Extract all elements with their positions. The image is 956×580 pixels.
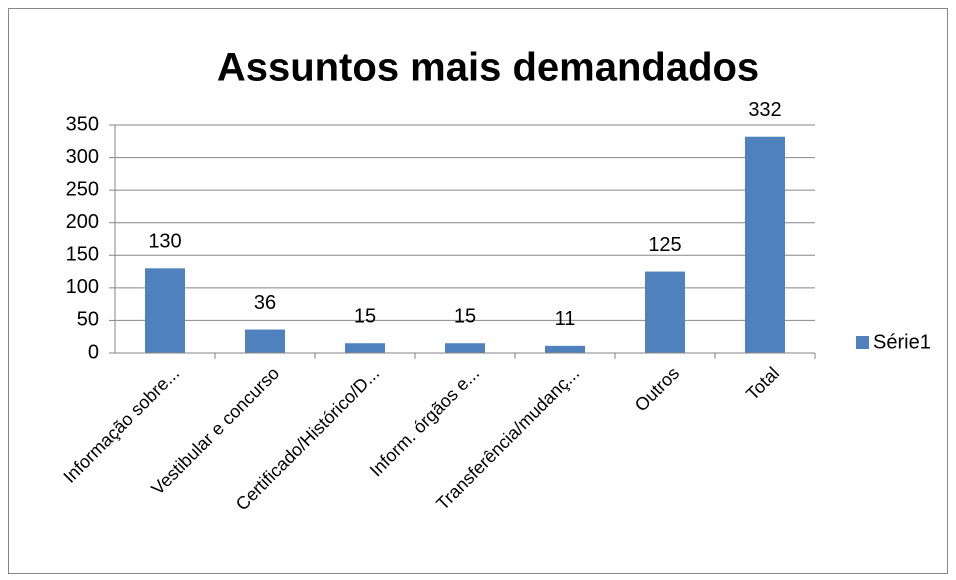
y-tick-label: 50 — [77, 309, 99, 331]
legend-swatch — [856, 336, 869, 349]
bar — [745, 136, 785, 353]
bar — [245, 329, 285, 353]
y-tick-label: 150 — [66, 244, 99, 266]
y-tick-label: 300 — [66, 146, 99, 168]
y-tick-label: 200 — [66, 211, 99, 233]
data-label: 36 — [254, 292, 276, 314]
legend-label: Série1 — [873, 331, 931, 353]
chart-title: Assuntos mais demandados — [217, 46, 759, 90]
y-tick-label: 250 — [66, 178, 99, 200]
data-label: 130 — [148, 231, 181, 253]
data-label: 15 — [354, 306, 376, 328]
bar — [445, 343, 485, 353]
bar — [645, 271, 685, 353]
y-tick-label: 0 — [88, 341, 99, 363]
data-label: 125 — [648, 234, 681, 256]
y-tick-label: 350 — [66, 113, 99, 135]
y-tick-label: 100 — [66, 276, 99, 298]
bar — [545, 345, 585, 353]
data-label: 11 — [555, 308, 576, 330]
data-label: 15 — [454, 306, 476, 328]
bar — [345, 343, 385, 353]
bar — [145, 268, 185, 353]
data-label: 332 — [748, 99, 781, 121]
